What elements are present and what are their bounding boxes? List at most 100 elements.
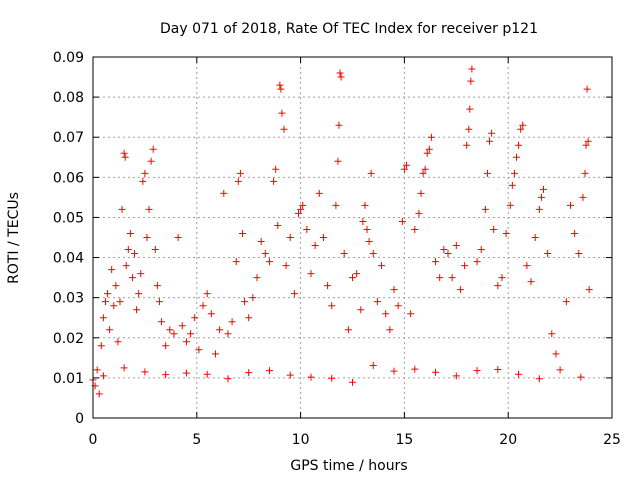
data-point [257, 238, 265, 246]
data-point [133, 306, 141, 314]
data-point [182, 369, 190, 377]
y-tick-label: 0.01 [53, 371, 84, 387]
data-point [147, 157, 155, 165]
data-point [162, 342, 170, 350]
data-point [199, 302, 207, 310]
data-point [552, 350, 560, 358]
data-point [299, 201, 307, 209]
data-point [425, 145, 433, 153]
axis-ticks [92, 56, 613, 419]
data-point [340, 250, 348, 258]
data-point [394, 302, 402, 310]
data-point [486, 137, 494, 145]
data-point [328, 374, 336, 382]
data-point [527, 278, 535, 286]
data-point [336, 69, 344, 77]
data-point [97, 342, 105, 350]
data-point [490, 225, 498, 233]
data-point [143, 234, 151, 241]
data-point [265, 367, 273, 375]
data-point [517, 125, 525, 133]
data-point [363, 225, 371, 233]
y-tick-label: 0.09 [53, 50, 84, 66]
y-tick-labels: 0 0.01 0.02 0.03 0.04 0.05 0.06 0.07 0.08 0.09 [53, 50, 84, 427]
data-point [398, 217, 406, 225]
data-point [494, 282, 502, 290]
data-point [481, 205, 489, 213]
data-point [170, 330, 178, 338]
data-point [228, 318, 236, 326]
data-point [272, 165, 280, 173]
data-point [494, 365, 502, 373]
data-point [253, 274, 261, 282]
data-point [120, 364, 128, 372]
data-point [139, 177, 147, 185]
data-point [483, 169, 491, 177]
x-tick-label: 5 [192, 432, 201, 448]
data-point [556, 366, 564, 374]
data-point [571, 229, 579, 237]
data-point [477, 246, 485, 254]
data-point [141, 368, 149, 376]
data-point [277, 85, 285, 93]
data-point [373, 298, 381, 306]
data-point [106, 326, 114, 334]
data-point [232, 258, 240, 266]
data-point [378, 262, 386, 270]
x-tick-label: 0 [89, 432, 98, 448]
data-point [121, 153, 129, 161]
data-point [95, 390, 103, 398]
data-point [234, 177, 242, 185]
data-point [151, 246, 159, 254]
data-point [286, 234, 294, 241]
data-point [332, 201, 340, 209]
data-point [421, 165, 429, 173]
data-point [502, 229, 510, 237]
x-tick-label: 10 [292, 432, 310, 448]
y-tick-label: 0.08 [53, 90, 84, 106]
data-point [583, 85, 591, 93]
data-point [93, 366, 101, 374]
data-point [116, 298, 124, 306]
data-point [548, 330, 556, 338]
data-point [523, 262, 531, 270]
data-point [466, 105, 474, 113]
data-point [276, 81, 284, 89]
x-tick-label: 15 [395, 432, 413, 448]
data-point [303, 225, 311, 233]
data-point [245, 314, 253, 322]
data-point [124, 246, 132, 254]
data-point [369, 250, 377, 258]
data-point [158, 318, 166, 326]
data-point [417, 189, 425, 197]
data-point [174, 234, 182, 241]
data-point [448, 274, 456, 282]
data-point [182, 338, 190, 346]
data-point [440, 246, 448, 254]
data-point [473, 367, 481, 375]
data-point [220, 189, 228, 197]
data-point [114, 338, 122, 346]
data-point [270, 177, 278, 185]
y-tick-label: 0.02 [53, 331, 84, 347]
y-tick-label: 0.05 [53, 210, 84, 226]
data-point [515, 370, 523, 378]
data-point [488, 129, 496, 137]
data-point [515, 141, 523, 149]
data-point [513, 153, 521, 161]
data-point [411, 225, 419, 233]
data-point [465, 125, 473, 133]
data-point [452, 372, 460, 380]
plot-frame [92, 56, 613, 419]
data-point [407, 310, 415, 318]
data-point [131, 250, 139, 258]
data-points [89, 65, 593, 398]
data-point [120, 149, 128, 157]
data-point [249, 294, 257, 302]
data-point [575, 250, 583, 258]
data-point [386, 326, 394, 334]
data-point [265, 258, 273, 266]
data-point [537, 193, 545, 201]
data-point [544, 250, 552, 258]
data-point [506, 201, 514, 209]
